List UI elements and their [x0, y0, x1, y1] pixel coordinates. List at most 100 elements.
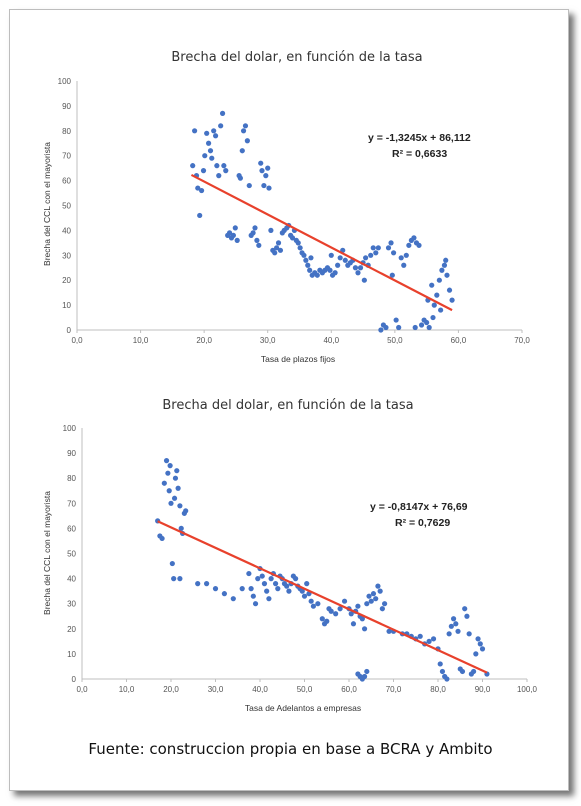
data-point [355, 603, 361, 609]
data-point [450, 616, 457, 622]
data-point [429, 282, 435, 288]
data-point [293, 576, 299, 582]
data-point [449, 297, 455, 303]
data-point [304, 581, 310, 587]
data-point [240, 128, 247, 134]
data-point [200, 168, 207, 174]
y-tick-label: 90 [62, 102, 71, 111]
y-tick-label: 40 [67, 575, 76, 584]
chart-top: Brecha del dolar, en función de la tasa … [42, 50, 530, 364]
data-point [171, 576, 177, 582]
data-point [441, 262, 448, 268]
data-point [266, 596, 272, 602]
data-point [363, 255, 369, 261]
data-point [178, 525, 184, 532]
x-tick-label: 70,0 [386, 685, 402, 694]
data-point [464, 613, 470, 619]
y-tick-label: 30 [62, 251, 71, 260]
x-tick-label: 90,0 [475, 685, 491, 694]
r-squared: R² = 0,6633 [392, 148, 447, 160]
data-point [411, 235, 417, 241]
data-point [333, 611, 339, 617]
data-point [342, 257, 348, 263]
data-point [446, 631, 452, 637]
data-point [366, 593, 372, 599]
data-point [412, 324, 418, 331]
data-point [221, 591, 227, 597]
data-point [430, 314, 436, 321]
data-point [375, 245, 381, 251]
data-point [446, 287, 453, 293]
trend-line [157, 520, 488, 674]
data-point [389, 272, 395, 278]
x-tick-label: 40,0 [252, 685, 268, 694]
data-point [398, 255, 404, 261]
data-point [382, 601, 388, 607]
data-point [248, 586, 254, 592]
data-point [252, 225, 258, 231]
data-point [386, 628, 392, 634]
data-point [383, 324, 389, 331]
data-point [307, 267, 313, 273]
data-point [202, 153, 208, 159]
x-tick-label: 10,0 [119, 685, 135, 694]
data-point [314, 272, 320, 278]
data-point [159, 535, 165, 542]
data-point [259, 573, 265, 579]
data-point [337, 606, 343, 612]
data-point [377, 588, 383, 594]
y-tick-label: 100 [58, 77, 72, 86]
x-tick-label: 10,0 [133, 336, 149, 345]
data-point [348, 611, 354, 617]
data-point [209, 155, 215, 161]
data-point [204, 581, 210, 587]
y-tick-label: 50 [67, 550, 76, 559]
figure-frame [9, 9, 569, 791]
y-tick-label: 60 [67, 524, 76, 533]
x-tick-label: 60,0 [451, 336, 467, 345]
data-point [216, 173, 222, 179]
x-tick-label: 70,0 [514, 336, 530, 345]
data-point [244, 138, 250, 144]
data-point [250, 593, 256, 599]
data-point [378, 327, 384, 333]
data-point [172, 475, 179, 481]
data-point [301, 252, 307, 258]
data-point [204, 130, 210, 136]
data-point [169, 560, 175, 567]
source-caption: Fuente: construccion propia en base a BC… [88, 740, 493, 758]
data-point [361, 673, 368, 680]
data-point [234, 237, 240, 243]
data-point [277, 247, 284, 253]
data-point [379, 606, 385, 612]
data-point [479, 646, 486, 652]
regression-equation: y = -0,8147x + 76,69 [370, 501, 468, 513]
data-point [175, 485, 181, 491]
data-point [416, 242, 422, 248]
data-point [459, 668, 466, 675]
data-point [418, 322, 425, 328]
x-axis-label: Tasa de Adelantos a empresas [245, 703, 361, 713]
data-point [214, 163, 220, 169]
data-point [393, 317, 399, 323]
data-point [254, 237, 260, 243]
data-point [368, 598, 374, 604]
data-point [350, 621, 357, 627]
data-point [171, 495, 178, 501]
y-tick-label: 70 [62, 152, 71, 161]
data-point [385, 245, 392, 251]
data-point [195, 185, 201, 191]
regression-equation: y = -1,3245x + 86,112 [368, 132, 471, 144]
data-point [268, 576, 274, 582]
data-point [332, 270, 338, 276]
data-point [246, 182, 252, 189]
data-point [197, 212, 203, 219]
data-point [232, 225, 238, 231]
data-point [424, 319, 430, 326]
data-point [308, 598, 314, 604]
x-tick-label: 30,0 [260, 336, 276, 345]
data-point [177, 503, 183, 509]
data-point [401, 262, 407, 268]
data-point [444, 676, 450, 682]
